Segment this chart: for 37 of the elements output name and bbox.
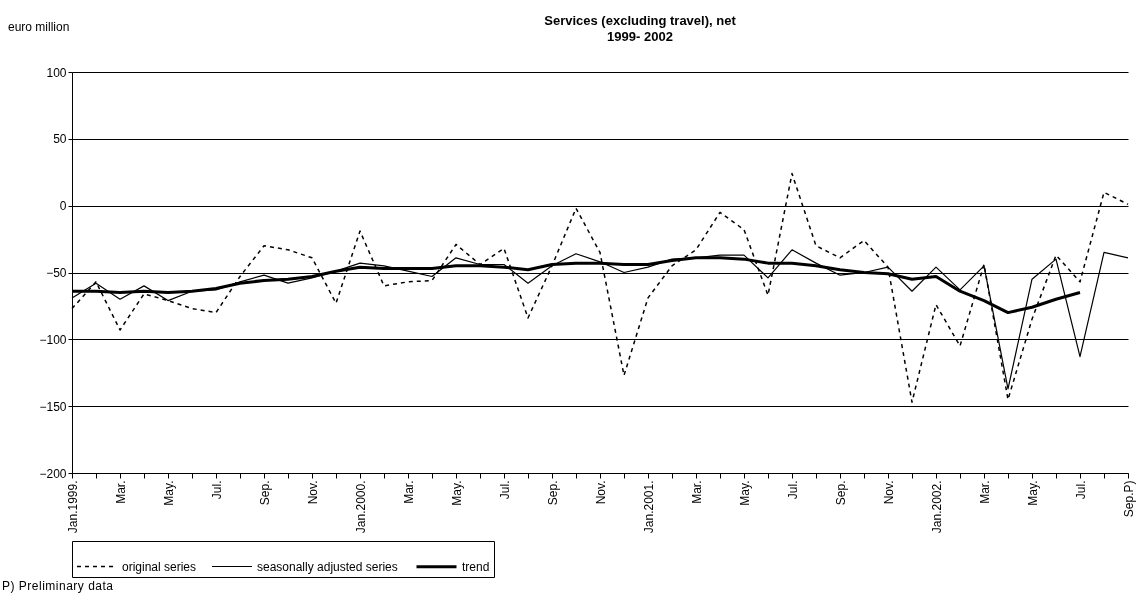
- x-tick-label: May.: [161, 480, 176, 506]
- x-tick-label: Sep.: [545, 480, 560, 506]
- y-tick-label: −200: [39, 466, 67, 481]
- y-tick-label: 0: [59, 199, 67, 214]
- x-tick-label: Jan.2001.: [641, 480, 656, 534]
- x-tick-label: Sep.P): [1121, 480, 1136, 518]
- chart-title: Services (excluding travel), net: [544, 13, 737, 28]
- x-tick-label: Jan.2002.: [929, 480, 944, 534]
- x-tick-label: Mar.: [113, 480, 128, 504]
- y-axis-title: euro million: [8, 20, 70, 34]
- x-tick-label: Jan.2000.: [353, 480, 368, 534]
- x-tick-label: May.: [449, 480, 464, 506]
- x-tick-label: Jan.1999.: [65, 480, 80, 534]
- x-tick-label: Jul.: [497, 480, 512, 500]
- x-tick-label: Nov.: [593, 480, 608, 505]
- x-tick-label: Mar.: [401, 480, 416, 504]
- y-tick-label: 50: [53, 132, 67, 147]
- legend-label: trend: [462, 559, 490, 574]
- x-tick-label: May.: [1025, 480, 1040, 506]
- x-tick-label: Jul.: [785, 480, 800, 500]
- y-tick-label: −150: [39, 399, 67, 414]
- x-tick-label: Sep.: [257, 480, 272, 506]
- text: P) Preliminary data: [2, 579, 114, 593]
- x-tick-label: Jul.: [209, 480, 224, 500]
- chart-subtitle: 1999- 2002: [607, 29, 673, 44]
- x-tick-label: Mar.: [689, 480, 704, 504]
- x-tick-label: Nov.: [881, 480, 896, 505]
- x-tick-label: Nov.: [305, 480, 320, 505]
- x-tick-label: Mar.: [977, 480, 992, 504]
- legend-label: original series: [122, 559, 197, 574]
- x-tick-label: May.: [737, 480, 752, 506]
- legend-label: seasonally adjusted series: [257, 559, 398, 574]
- y-tick-label: 100: [46, 65, 67, 80]
- x-tick-label: Jul.: [1073, 480, 1088, 500]
- y-tick-label: −100: [39, 332, 67, 347]
- y-tick-label: −50: [46, 266, 67, 280]
- x-tick-label: Sep.: [833, 480, 848, 506]
